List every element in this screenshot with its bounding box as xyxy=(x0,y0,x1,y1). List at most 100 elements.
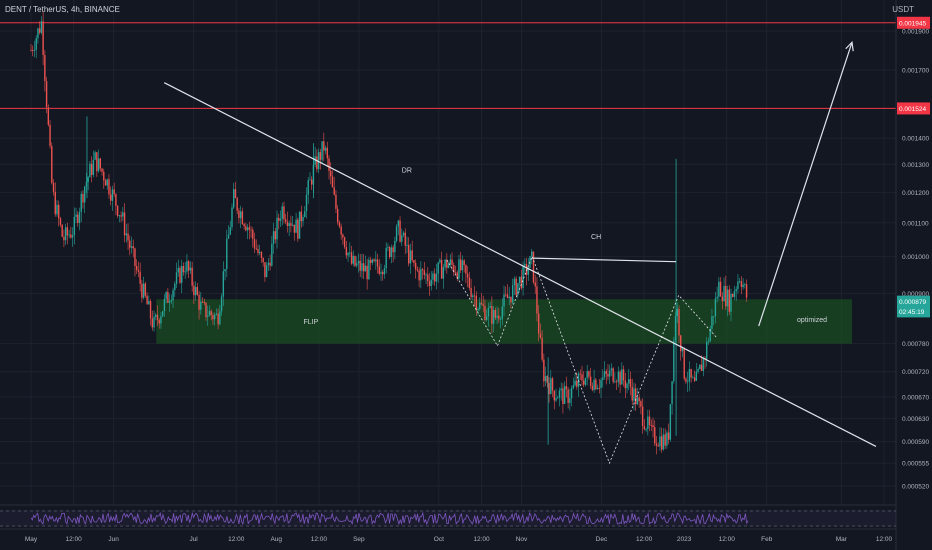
candle-body xyxy=(135,266,138,270)
candle-body xyxy=(385,248,387,269)
x-tick-label: 12:00 xyxy=(719,536,736,543)
candle-body xyxy=(475,295,477,311)
candle-body xyxy=(122,212,124,217)
candle-body xyxy=(252,229,254,240)
candle-body xyxy=(390,247,393,257)
candle-body xyxy=(354,256,356,266)
x-tick-label: Jun xyxy=(108,536,119,543)
candle-body xyxy=(127,233,129,241)
candle-body xyxy=(626,383,628,389)
candle-body xyxy=(316,156,318,170)
candle-body xyxy=(32,50,34,51)
candle-body xyxy=(505,294,507,296)
candle-body xyxy=(714,298,717,317)
candle-body xyxy=(283,206,285,220)
candle-body xyxy=(314,156,316,165)
candle-body xyxy=(111,189,114,201)
candle-body xyxy=(413,260,415,263)
candle-body xyxy=(210,311,212,316)
candle-body xyxy=(416,269,419,271)
candle-body xyxy=(706,341,708,359)
candle-body xyxy=(330,170,332,177)
y-tick-label: 0.000630 xyxy=(902,416,929,423)
candle-body xyxy=(544,375,547,382)
candle-body xyxy=(524,263,526,266)
candle-body xyxy=(295,219,297,233)
candle-body xyxy=(619,371,621,385)
candle-body xyxy=(553,390,555,401)
candle-body xyxy=(293,224,296,233)
candle-body xyxy=(458,259,460,279)
candle-body xyxy=(465,264,467,274)
price-label: 02:45:19 xyxy=(899,309,925,316)
candle-body xyxy=(239,211,242,219)
candle-body xyxy=(82,193,84,203)
candle-body xyxy=(439,259,441,263)
candle-body xyxy=(368,259,370,280)
candle-body xyxy=(134,248,136,267)
candle-body xyxy=(427,274,429,282)
annotation-label: CH xyxy=(591,234,601,241)
candle-body xyxy=(622,369,625,381)
x-tick-label: May xyxy=(25,536,38,543)
candle-body xyxy=(444,259,446,268)
candle-body xyxy=(63,236,65,241)
candle-body xyxy=(472,295,474,298)
candle-body xyxy=(537,313,540,334)
candle-body xyxy=(629,379,632,387)
candle-body xyxy=(323,141,325,151)
candle-body xyxy=(454,272,457,274)
candle-body xyxy=(411,250,413,261)
candle-body xyxy=(477,308,479,311)
candle-body xyxy=(662,434,665,450)
candle-body xyxy=(168,301,171,303)
candle-body xyxy=(153,316,155,328)
candle-body xyxy=(496,315,498,318)
candle-body xyxy=(184,271,186,273)
candle-body xyxy=(718,281,720,297)
y-tick-label: 0.001700 xyxy=(902,68,929,75)
candle-body xyxy=(274,231,277,240)
candle-body xyxy=(491,306,493,324)
x-tick-label: 12:00 xyxy=(473,536,490,543)
candle-body xyxy=(309,179,311,181)
candle-body xyxy=(54,191,56,215)
candle-body xyxy=(461,260,464,271)
candle-body xyxy=(638,397,640,402)
candle-body xyxy=(598,387,601,389)
candle-body xyxy=(738,281,741,283)
candle-body xyxy=(217,313,219,325)
candle-body xyxy=(291,224,294,226)
candle-body xyxy=(569,398,571,403)
candle-body xyxy=(304,211,306,218)
candle-body xyxy=(51,146,53,183)
candle-body xyxy=(700,364,703,371)
candle-body xyxy=(101,168,103,172)
candle-body xyxy=(560,388,562,391)
candle-body xyxy=(139,271,141,284)
candle-body xyxy=(181,266,183,283)
candle-body xyxy=(259,252,261,254)
candle-body xyxy=(96,152,98,172)
candle-body xyxy=(446,259,448,268)
candle-body xyxy=(350,252,353,264)
candle-body xyxy=(508,296,510,299)
candle-body xyxy=(85,181,88,187)
y-tick-label: 0.000720 xyxy=(902,369,929,376)
candle-body xyxy=(704,357,706,359)
candle-body xyxy=(123,212,126,236)
candle-body xyxy=(593,379,595,390)
candle-body xyxy=(565,386,568,390)
candle-body xyxy=(394,240,396,253)
candle-body xyxy=(543,359,545,382)
candle-body xyxy=(669,404,672,440)
candle-body xyxy=(693,377,696,381)
candle-body xyxy=(129,240,131,248)
price-label: 0.001524 xyxy=(899,106,926,113)
candle-body xyxy=(156,314,159,320)
candle-body xyxy=(229,227,231,235)
candle-body xyxy=(570,388,573,399)
candle-body xyxy=(449,259,452,265)
candle-body xyxy=(288,223,290,227)
